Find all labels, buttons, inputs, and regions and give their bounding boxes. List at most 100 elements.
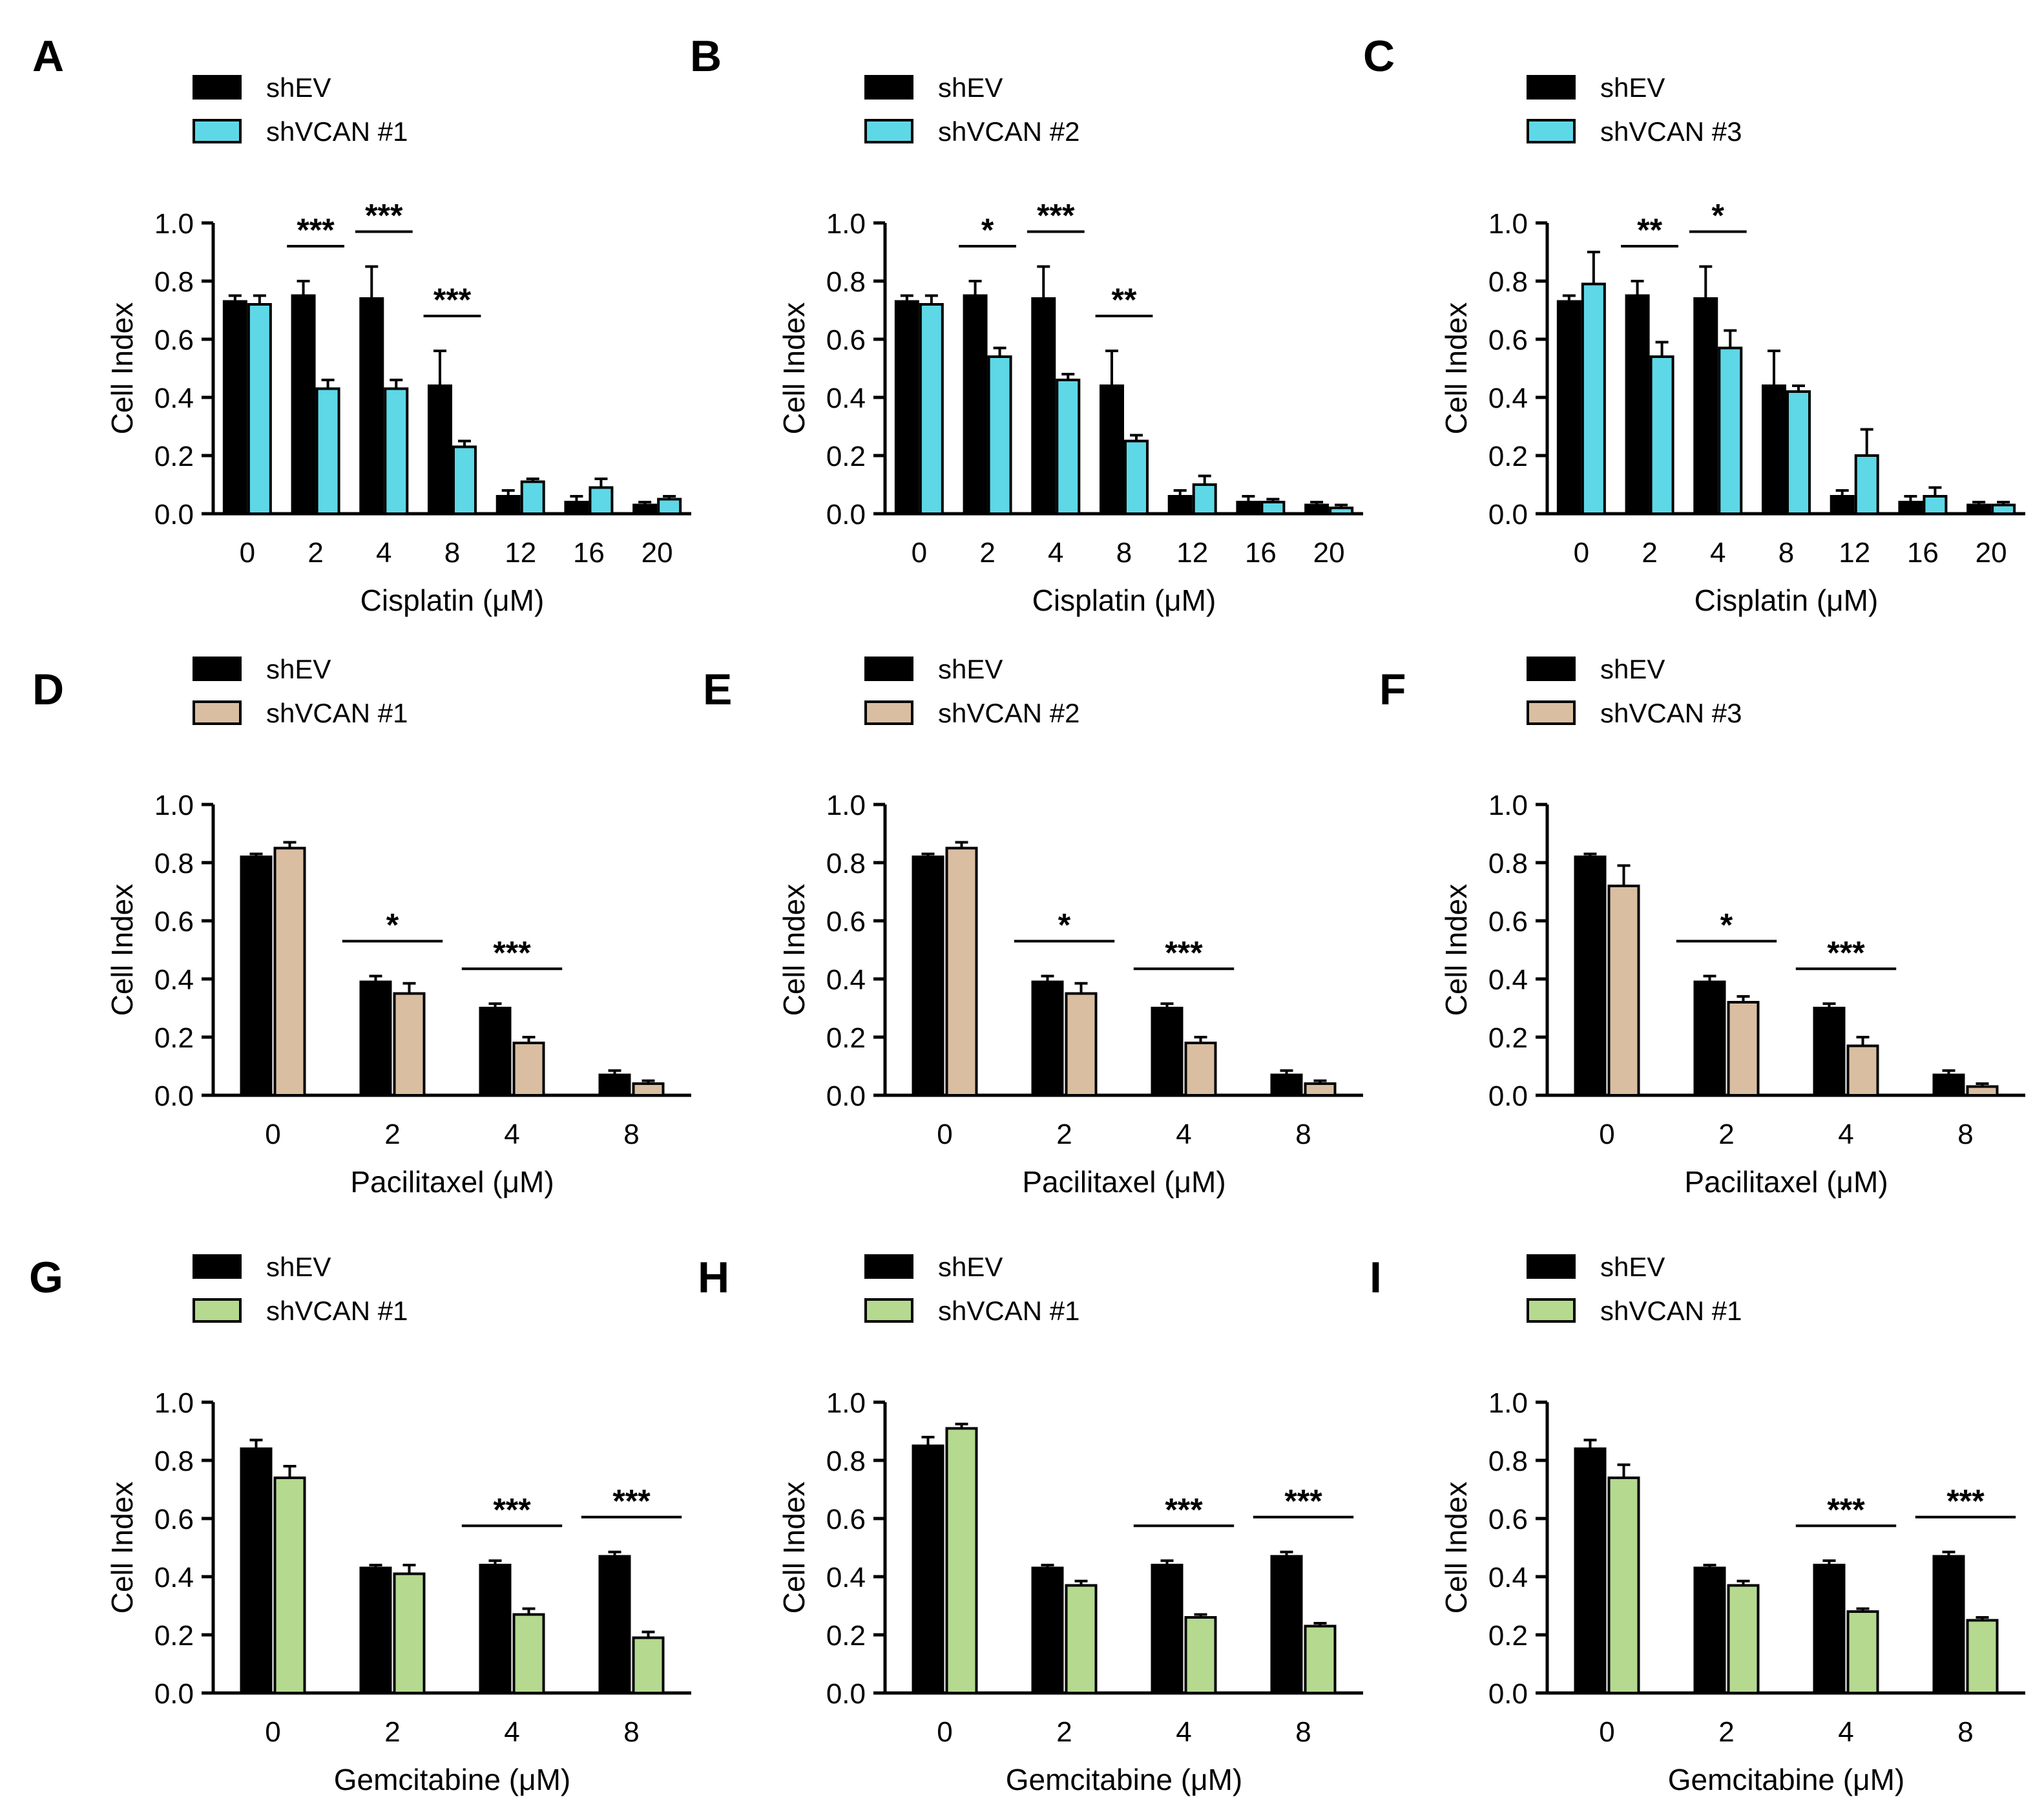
legend-swatch-shev: [193, 657, 242, 681]
bar-shvcan: [520, 480, 545, 515]
legend-label: shEV: [938, 654, 1003, 684]
x-tick-label: 4: [376, 537, 391, 569]
bar-shvcan: [247, 303, 272, 515]
x-tick-label: 12: [1176, 537, 1208, 569]
y-axis-title: Cell Index: [1439, 1482, 1473, 1614]
significance-marker: ***: [1946, 1483, 1985, 1519]
y-tick-label: 0.0: [154, 1678, 194, 1710]
x-tick-label: 4: [1176, 1119, 1191, 1150]
y-tick-label: 0.8: [1488, 848, 1528, 879]
significance-marker: ***: [365, 198, 403, 234]
bar-shev: [1031, 1566, 1064, 1694]
bar-shvcan: [512, 1613, 545, 1694]
bar-shev: [1932, 1555, 1965, 1694]
bar-shev: [1031, 297, 1056, 515]
legend-label: shVCAN #1: [266, 1296, 408, 1326]
legend-label: shVCAN #2: [938, 698, 1079, 728]
y-tick-label: 0.6: [826, 324, 866, 356]
bar-shvcan: [1184, 1042, 1217, 1097]
panel-letter: G: [29, 1253, 63, 1302]
legend-label: shEV: [938, 72, 1003, 103]
bar-shvcan: [987, 355, 1012, 515]
panel-letter: B: [690, 32, 722, 81]
legend-swatch-shev: [1527, 1254, 1576, 1279]
bar-shev: [428, 384, 452, 515]
significance-marker: ***: [1284, 1483, 1322, 1519]
legend-label: shEV: [1600, 1252, 1665, 1282]
y-tick-label: 0.4: [826, 964, 866, 996]
y-tick-label: 0.0: [826, 1678, 866, 1710]
y-tick-label: 0.6: [154, 324, 194, 356]
significance-marker: *: [1712, 198, 1725, 234]
x-tick-label: 4: [1838, 1119, 1853, 1150]
bar-shvcan: [1607, 1477, 1640, 1694]
bar-shvcan: [1786, 390, 1811, 515]
y-tick-label: 1.0: [154, 208, 194, 240]
x-tick-label: 20: [1313, 537, 1345, 569]
bar-shvcan: [1727, 1001, 1760, 1097]
bar-shvcan: [315, 387, 340, 515]
x-tick-label: 4: [1710, 537, 1726, 569]
y-tick-label: 1.0: [154, 1387, 194, 1419]
legend-swatch-shev: [864, 75, 913, 100]
x-tick-label: 8: [623, 1716, 639, 1748]
y-tick-label: 0.2: [154, 441, 194, 472]
bar-shvcan: [273, 846, 306, 1097]
y-tick-label: 0.0: [154, 499, 194, 531]
x-axis-title: Cisplatin (μM): [1695, 584, 1879, 617]
legend-swatch-shev: [1527, 657, 1576, 681]
bar-shvcan: [1718, 346, 1743, 515]
significance-marker: ***: [433, 282, 472, 318]
bar-shvcan: [1991, 503, 2016, 515]
bar-shev: [1236, 501, 1261, 515]
panel-letter: F: [1379, 665, 1406, 714]
bar-shvcan: [393, 1572, 426, 1694]
legend-swatch-shvcan: [1527, 1298, 1576, 1323]
y-tick-label: 0.6: [1488, 906, 1528, 938]
bar-shvcan: [589, 486, 614, 515]
x-tick-label: 8: [1957, 1716, 1973, 1748]
y-axis-title: Cell Index: [777, 302, 811, 435]
bar-shev: [240, 1447, 273, 1694]
y-tick-label: 0.4: [826, 383, 866, 414]
legend-label: shEV: [266, 72, 331, 103]
x-axis-title: Cisplatin (μM): [1032, 584, 1216, 617]
y-tick-label: 1.0: [1488, 208, 1528, 240]
bar-shvcan: [1304, 1082, 1337, 1097]
x-tick-label: 2: [1642, 537, 1657, 569]
bar-shev: [1100, 384, 1124, 515]
legend-swatch-shvcan: [1527, 119, 1576, 143]
y-tick-label: 0.6: [1488, 1504, 1528, 1535]
bar-shvcan: [1649, 355, 1674, 515]
x-tick-label: 0: [937, 1119, 952, 1150]
y-tick-label: 0.0: [1488, 499, 1528, 531]
bar-shev: [479, 1564, 512, 1694]
bar-shev: [479, 1007, 512, 1097]
y-tick-label: 0.4: [1488, 1562, 1528, 1593]
y-tick-label: 1.0: [826, 1387, 866, 1419]
bar-shev: [894, 300, 919, 515]
bar-shvcan: [1065, 1584, 1098, 1694]
x-tick-label: 16: [1245, 537, 1277, 569]
bar-shev: [1031, 980, 1064, 1097]
y-tick-label: 0.0: [1488, 1678, 1528, 1710]
y-tick-label: 0.8: [1488, 266, 1528, 298]
x-tick-label: 2: [1056, 1119, 1072, 1150]
x-axis-title: Pacilitaxel (μM): [350, 1165, 554, 1199]
x-tick-label: 20: [641, 537, 673, 569]
legend-label: shEV: [266, 1252, 331, 1282]
bar-shev: [1898, 501, 1923, 515]
y-tick-label: 0.4: [826, 1562, 866, 1593]
legend-swatch-shvcan: [1527, 700, 1576, 725]
bar-shvcan: [512, 1042, 545, 1097]
bar-shvcan: [1304, 1624, 1337, 1694]
bar-shev: [1167, 495, 1193, 515]
bar-shvcan: [1184, 1616, 1217, 1694]
y-tick-label: 0.2: [826, 441, 866, 472]
